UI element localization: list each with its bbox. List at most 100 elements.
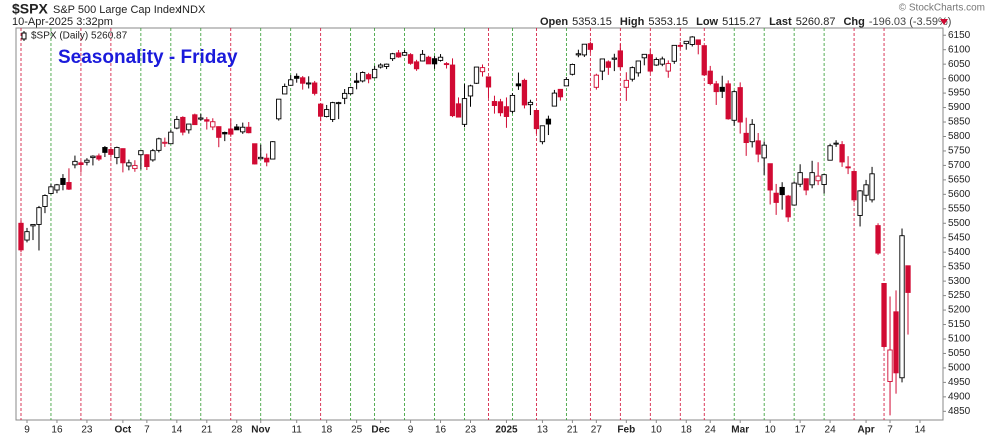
- candle-body: [611, 57, 617, 60]
- candle-body: [30, 223, 36, 227]
- quote-value: 5115.27: [722, 16, 761, 28]
- x-tick-label: 24: [825, 425, 837, 436]
- y-tick-label: 5800: [948, 131, 971, 142]
- candle-body: [246, 126, 252, 134]
- y-tick-label: 5300: [948, 276, 971, 287]
- candle-body: [623, 79, 629, 88]
- candle-body: [821, 174, 827, 185]
- candle-body: [102, 147, 108, 153]
- y-tick-label: 5450: [948, 232, 971, 243]
- y-tick-label: 4850: [948, 406, 971, 417]
- candle-body: [851, 171, 857, 201]
- candle-body: [18, 222, 24, 251]
- candle-body: [288, 79, 294, 86]
- x-tick-label: 11: [291, 425, 302, 436]
- y-tick-label: 5600: [948, 189, 971, 200]
- x-tick-label: Dec: [371, 425, 390, 436]
- candle-body: [575, 53, 582, 56]
- candle-body: [144, 154, 150, 168]
- candle-body: [857, 190, 863, 216]
- candle-body: [264, 157, 270, 163]
- quote-value: 5353.15: [648, 16, 688, 28]
- y-tick-label: 6000: [948, 73, 971, 84]
- candle-body: [383, 63, 390, 67]
- candle-body: [126, 162, 132, 167]
- x-tick-label: 14: [171, 425, 183, 436]
- plot-frame: [15, 27, 944, 421]
- candle-body: [108, 149, 114, 155]
- candle-body: [695, 39, 701, 45]
- down-arrow: [940, 19, 948, 25]
- x-tick-label: 2025: [495, 425, 518, 436]
- candle-body: [551, 92, 558, 107]
- candle-body: [306, 82, 312, 85]
- timestamp: 10-Apr-2025 3:32pm: [12, 16, 113, 28]
- x-tick-label: Mar: [731, 425, 749, 436]
- candle-body: [371, 68, 378, 79]
- y-tick-label: 5950: [948, 88, 971, 99]
- candle-body: [240, 126, 246, 133]
- candle-body: [60, 177, 66, 185]
- x-tick-label: 10: [651, 425, 663, 436]
- candle-body: [42, 195, 48, 207]
- axes: 4850 4900 4950 5000 5050 5100 5150 5200 5250 5300…: [24, 30, 970, 436]
- candle-body: [389, 53, 396, 60]
- candle-body: [395, 52, 402, 58]
- x-tick-label: 23: [81, 425, 93, 436]
- candle-body: [581, 43, 588, 56]
- x-tick-label: 14: [914, 425, 926, 436]
- candle-body: [353, 80, 360, 83]
- candle-body: [365, 74, 372, 80]
- candle-body: [24, 231, 30, 241]
- y-tick-label: 5050: [948, 348, 971, 359]
- candle-body: [72, 160, 78, 166]
- credit: © StockCharts.com: [899, 3, 985, 14]
- candle-body: [347, 87, 354, 95]
- candle-body: [785, 195, 791, 218]
- x-tick-label: 18: [321, 425, 333, 436]
- candle-body: [839, 144, 845, 163]
- candle-body: [359, 72, 366, 82]
- candle-body: [479, 67, 486, 73]
- candle-body: [779, 186, 785, 196]
- candle-body: [701, 45, 707, 76]
- candle-body: [881, 283, 887, 347]
- candle-body: [491, 101, 498, 106]
- candle-body: [725, 83, 731, 120]
- candle-body: [887, 349, 893, 382]
- quote-bar: Open 5353.15 High 5353.15 Low 5115.27 Last 5260…: [540, 16, 951, 28]
- y-tick-label: 5400: [948, 247, 971, 258]
- candle-body: [767, 163, 773, 191]
- candle-body: [210, 121, 216, 128]
- candle-body: [66, 182, 72, 190]
- candle-body: [869, 173, 875, 201]
- y-tick-label: 5900: [948, 102, 971, 113]
- candle-body: [407, 54, 414, 64]
- candles: [18, 36, 911, 416]
- candle-body: [521, 79, 528, 106]
- candle-body: [114, 147, 120, 159]
- candle-body: [809, 172, 815, 186]
- candle-body: [863, 184, 869, 196]
- candle-body: [186, 123, 192, 131]
- candle-body: [156, 138, 162, 151]
- x-tick-label: Nov: [251, 425, 270, 436]
- candle-body: [192, 114, 198, 126]
- candle-body: [731, 91, 737, 121]
- legend-icon: [21, 32, 27, 40]
- quote-label: High: [620, 16, 645, 28]
- x-tick-label: 7: [144, 425, 150, 436]
- candle-body: [443, 63, 450, 66]
- candle-body: [677, 44, 683, 47]
- y-tick-label: 4900: [948, 391, 971, 402]
- candle-body: [671, 44, 677, 62]
- symbol: $SPX: [12, 1, 48, 17]
- y-tick-label: 5350: [948, 261, 971, 272]
- x-tick-label: 24: [705, 425, 717, 436]
- candle-body: [276, 98, 282, 120]
- candle-body: [545, 118, 552, 125]
- candle-body: [431, 58, 438, 65]
- y-tick-label: 5750: [948, 146, 971, 157]
- candle-body: [270, 141, 276, 160]
- candle-body: [222, 131, 228, 135]
